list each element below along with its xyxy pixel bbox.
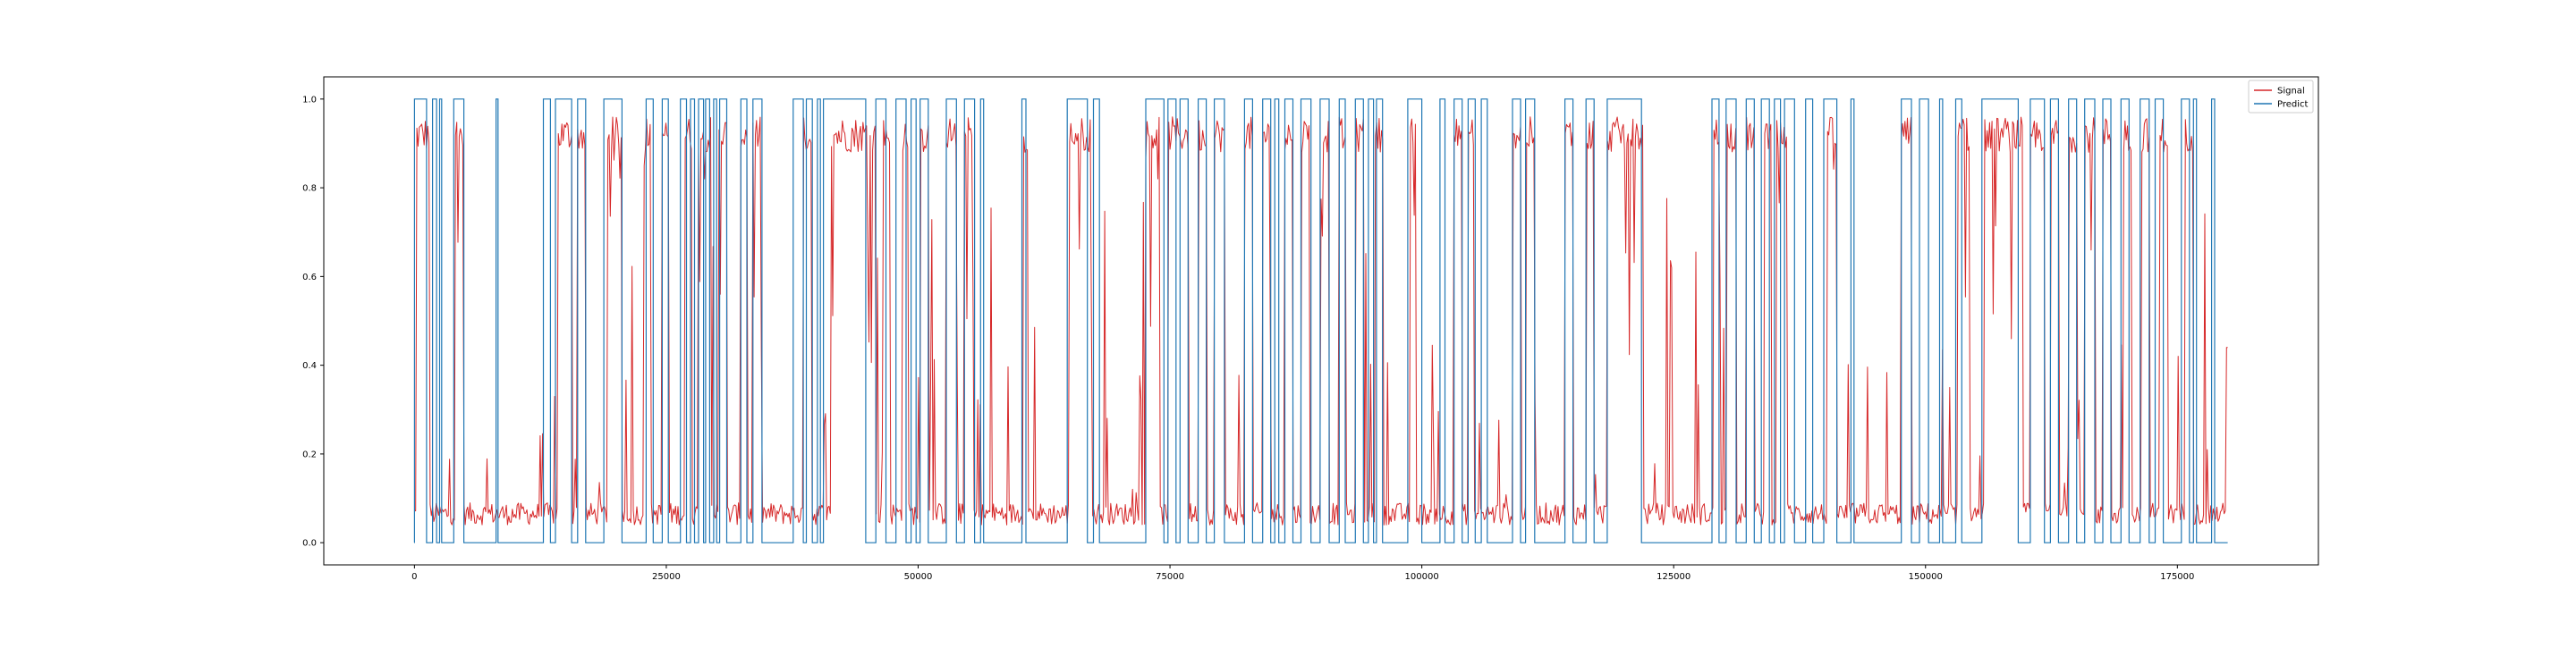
legend-box	[2248, 80, 2314, 114]
y-tick-label: 0.6	[302, 273, 317, 282]
x-tick-label: 100000	[1405, 572, 1439, 582]
y-tick-label: 0.4	[302, 361, 317, 371]
legend: Signal Predict	[2248, 80, 2314, 114]
y-tick-label: 0.8	[302, 184, 317, 194]
y-axis: 0.0 0.2 0.4 0.6 0.8 1.0	[302, 95, 324, 549]
y-tick-label: 0.0	[302, 539, 317, 549]
axes-frame	[323, 76, 2319, 566]
plot-series	[413, 98, 2228, 543]
x-axis: 0 25000 50000 75000 100000 125000 150000 175000	[411, 565, 2194, 582]
y-tick-label: 0.2	[302, 450, 317, 459]
x-tick-label: 75000	[1156, 572, 1184, 582]
x-tick-label: 0	[411, 572, 417, 582]
legend-label-signal: Signal	[2277, 87, 2305, 97]
x-tick-label: 25000	[652, 572, 681, 582]
x-tick-label: 50000	[904, 572, 933, 582]
x-tick-label: 175000	[2160, 572, 2194, 582]
x-tick-label: 125000	[1657, 572, 1690, 582]
x-tick-label: 150000	[1909, 572, 1943, 582]
y-tick-label: 1.0	[302, 95, 317, 105]
series-line-predict	[413, 98, 2228, 543]
legend-label-predict: Predict	[2277, 100, 2309, 110]
